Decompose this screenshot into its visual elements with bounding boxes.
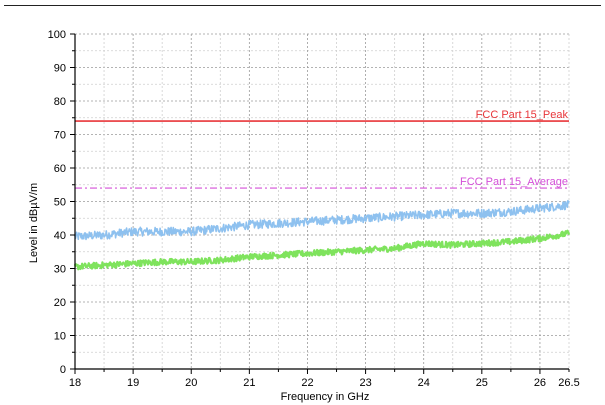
y-tick-label: 60 bbox=[54, 163, 66, 175]
axes bbox=[70, 33, 570, 374]
y-tick-label: 90 bbox=[54, 63, 66, 75]
x-tick-label: 22 bbox=[301, 377, 313, 389]
y-tick-label: 70 bbox=[54, 130, 66, 142]
limit-lines: FCC Part 15_Peak FCC Part 15_Average bbox=[75, 109, 569, 189]
y-tick-label: 0 bbox=[60, 364, 66, 376]
top-border-line bbox=[4, 5, 601, 6]
x-axis-label: Frequency in GHz bbox=[281, 391, 370, 403]
limit-line-label: FCC Part 15_Average bbox=[460, 176, 568, 188]
x-tick-label: 19 bbox=[127, 377, 139, 389]
y-tick-label: 10 bbox=[54, 331, 66, 343]
y-tick-label: 40 bbox=[54, 230, 66, 242]
x-tick-label: 24 bbox=[418, 377, 430, 389]
data-traces bbox=[73, 199, 571, 271]
x-tick-labels: 18 19 20 21 22 23 24 25 26 26.5 bbox=[69, 377, 580, 389]
limit-line-label: FCC Part 15_Peak bbox=[476, 109, 569, 121]
x-tick-label: 18 bbox=[69, 377, 81, 389]
x-tick-label: 21 bbox=[243, 377, 255, 389]
x-tick-label: 26 bbox=[534, 377, 546, 389]
y-tick-label: 30 bbox=[54, 264, 66, 276]
x-tick-label: 23 bbox=[359, 377, 371, 389]
x-tick-label: 26.5 bbox=[558, 377, 579, 389]
y-tick-label: 100 bbox=[48, 29, 66, 41]
y-tick-label: 20 bbox=[54, 297, 66, 309]
y-tick-labels: 0 10 20 30 40 50 60 70 80 90 100 bbox=[48, 29, 66, 376]
y-tick-label: 80 bbox=[54, 96, 66, 108]
y-axis-label: Level in dBµV/m bbox=[28, 183, 40, 263]
trace-lower bbox=[73, 229, 571, 271]
grid bbox=[74, 33, 570, 370]
y-tick-label: 50 bbox=[54, 197, 66, 209]
x-tick-label: 25 bbox=[476, 377, 488, 389]
trace-upper bbox=[74, 199, 570, 241]
x-tick-label: 20 bbox=[185, 377, 197, 389]
